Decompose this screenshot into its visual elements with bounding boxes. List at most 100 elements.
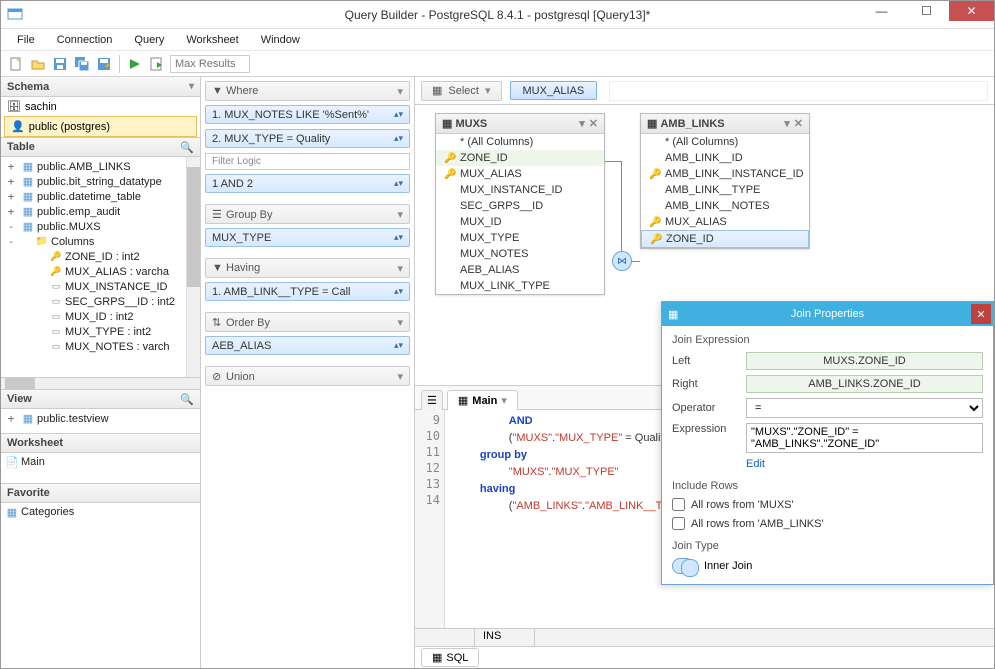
edit-link[interactable]: Edit — [746, 458, 983, 470]
select-area[interactable] — [609, 81, 988, 101]
orderby-header[interactable]: ⇅Order By▾ — [205, 312, 410, 332]
db-user-row[interactable]: 🗄 sachin — [1, 97, 200, 116]
sql-tab[interactable]: ▦SQL — [421, 648, 479, 667]
menu-file[interactable]: File — [7, 32, 45, 48]
operator-select[interactable]: = — [746, 398, 983, 418]
filter-logic-item[interactable]: 1 AND 2▴▾ — [205, 174, 410, 193]
tree-row[interactable]: +public.bit_string_datatype — [1, 174, 186, 189]
save-icon[interactable] — [51, 55, 69, 73]
schema-header[interactable]: Schema ▾ — [1, 77, 200, 97]
table-column[interactable]: 🔑ZONE_ID — [641, 230, 809, 248]
reorder-icon[interactable]: ▴▾ — [394, 235, 403, 240]
close-icon[interactable]: ✕ — [794, 117, 803, 130]
table-column[interactable]: 🔑MUX_ALIAS — [641, 214, 809, 230]
expression-text[interactable]: "MUXS"."ZONE_ID" = "AMB_LINKS"."ZONE_ID" — [746, 423, 983, 453]
menu-query[interactable]: Query — [124, 32, 174, 48]
tree-row[interactable]: +public.emp_audit — [1, 204, 186, 219]
close-button[interactable]: ✕ — [949, 1, 994, 21]
favorite-tree[interactable]: Categories — [1, 503, 200, 668]
tree-row[interactable]: SEC_GRPS__ID : int2 — [1, 294, 186, 309]
chevron-down-icon[interactable]: ▾ — [485, 84, 491, 97]
table-column[interactable]: * (All Columns) — [436, 134, 604, 150]
tree-row[interactable]: MUX_ID : int2 — [1, 309, 186, 324]
search-icon[interactable]: 🔍 — [180, 393, 194, 406]
include-left-check[interactable]: All rows from 'MUXS' — [672, 498, 983, 511]
having-item[interactable]: 1. AMB_LINK__TYPE = Call▴▾ — [205, 282, 410, 301]
scrollbar[interactable] — [186, 157, 200, 377]
chevron-down-icon[interactable]: ▾ — [397, 370, 403, 383]
menu-connection[interactable]: Connection — [47, 32, 123, 48]
tree-row[interactable]: +public.datetime_table — [1, 189, 186, 204]
close-icon[interactable]: ✕ — [589, 117, 598, 130]
table-column[interactable]: MUX_TYPE — [436, 230, 604, 246]
tree-row[interactable]: +public.AMB_LINKS — [1, 159, 186, 174]
union-header[interactable]: ⊘Union▾ — [205, 366, 410, 386]
db-selected-row[interactable]: 👤 public (postgres) — [4, 116, 197, 137]
table-muxs[interactable]: ▦ MUXS▾✕* (All Columns)🔑ZONE_ID🔑MUX_ALIA… — [435, 113, 605, 295]
new-icon[interactable] — [7, 55, 25, 73]
hamburger-icon[interactable]: ☰ — [421, 390, 443, 410]
tree-row[interactable]: MUX_NOTES : varch — [1, 339, 186, 354]
table-column[interactable]: MUX_ID — [436, 214, 604, 230]
worksheet-tree[interactable]: 📄Main — [1, 453, 200, 483]
menu-worksheet[interactable]: Worksheet — [176, 32, 248, 48]
maximize-button[interactable]: ☐ — [904, 1, 949, 21]
include-right-check[interactable]: All rows from 'AMB_LINKS' — [672, 517, 983, 530]
left-value[interactable]: MUXS.ZONE_ID — [746, 352, 983, 370]
table-column[interactable]: MUX_INSTANCE_ID — [436, 182, 604, 198]
where-item[interactable]: 1. MUX_NOTES LIKE '%Sent%'▴▾ — [205, 105, 410, 124]
reorder-icon[interactable]: ▴▾ — [394, 181, 403, 186]
table-column[interactable]: AEB_ALIAS — [436, 262, 604, 278]
select-button[interactable]: ▦Select▾ — [421, 81, 502, 101]
table-column[interactable]: AMB_LINK__ID — [641, 150, 809, 166]
table-column[interactable]: 🔑ZONE_ID — [436, 150, 604, 166]
tree-row[interactable]: MUX_ALIAS : varcha — [1, 264, 186, 279]
tree-row[interactable]: MUX_TYPE : int2 — [1, 324, 186, 339]
table-column[interactable]: 🔑MUX_ALIAS — [436, 166, 604, 182]
editor-tab-main[interactable]: ▦Main▾ — [447, 390, 518, 410]
reorder-icon[interactable]: ▴▾ — [394, 343, 403, 348]
tree-row[interactable]: MUX_INSTANCE_ID — [1, 279, 186, 294]
table-amb-links[interactable]: ▦ AMB_LINKS▾✕* (All Columns)AMB_LINK__ID… — [640, 113, 810, 249]
saveall-icon[interactable] — [73, 55, 91, 73]
chevron-down-icon[interactable]: ▾ — [501, 394, 507, 407]
having-header[interactable]: ▼Having▾ — [205, 258, 410, 278]
collapse-icon[interactable]: ▾ — [189, 81, 194, 92]
select-chip[interactable]: MUX_ALIAS — [510, 81, 598, 100]
chevron-down-icon[interactable]: ▾ — [397, 85, 403, 98]
checkbox[interactable] — [672, 517, 685, 530]
table-column[interactable]: MUX_NOTES — [436, 246, 604, 262]
chevron-down-icon[interactable]: ▾ — [397, 262, 403, 275]
reorder-icon[interactable]: ▴▾ — [394, 112, 403, 117]
join-node[interactable]: ⋈ — [612, 251, 632, 271]
table-column[interactable]: SEC_GRPS__ID — [436, 198, 604, 214]
join-title-bar[interactable]: ▦ Join Properties ✕ — [662, 302, 993, 326]
view-tree[interactable]: +public.testview — [1, 409, 200, 433]
checkbox[interactable] — [672, 498, 685, 511]
saveas-icon[interactable] — [95, 55, 113, 73]
groupby-header[interactable]: ☰Group By▾ — [205, 204, 410, 224]
reorder-icon[interactable]: ▴▾ — [394, 289, 403, 294]
minimize-button[interactable]: — — [859, 1, 904, 21]
tree-row[interactable]: ZONE_ID : int2 — [1, 249, 186, 264]
table-column[interactable]: 🔑AMB_LINK__INSTANCE_ID — [641, 166, 809, 182]
chevron-down-icon[interactable]: ▾ — [579, 117, 585, 130]
chevron-down-icon[interactable]: ▾ — [397, 316, 403, 329]
table-column[interactable]: MUX_LINK_TYPE — [436, 278, 604, 294]
favorite-item[interactable]: Categories — [1, 505, 200, 519]
table-column[interactable]: AMB_LINK__TYPE — [641, 182, 809, 198]
open-icon[interactable] — [29, 55, 47, 73]
menu-window[interactable]: Window — [251, 32, 310, 48]
run-script-icon[interactable] — [148, 55, 166, 73]
chevron-down-icon[interactable]: ▾ — [397, 208, 403, 221]
groupby-item[interactable]: MUX_TYPE▴▾ — [205, 228, 410, 247]
reorder-icon[interactable]: ▴▾ — [394, 136, 403, 141]
tree-row[interactable]: +public.testview — [1, 411, 200, 426]
chevron-down-icon[interactable]: ▾ — [784, 117, 790, 130]
where-item[interactable]: 2. MUX_TYPE = Quality▴▾ — [205, 129, 410, 148]
worksheet-item[interactable]: 📄Main — [1, 455, 200, 469]
tree-row[interactable]: -public.MUXS — [1, 219, 186, 234]
table-column[interactable]: AMB_LINK__NOTES — [641, 198, 809, 214]
close-icon[interactable]: ✕ — [971, 304, 991, 324]
table-column[interactable]: * (All Columns) — [641, 134, 809, 150]
